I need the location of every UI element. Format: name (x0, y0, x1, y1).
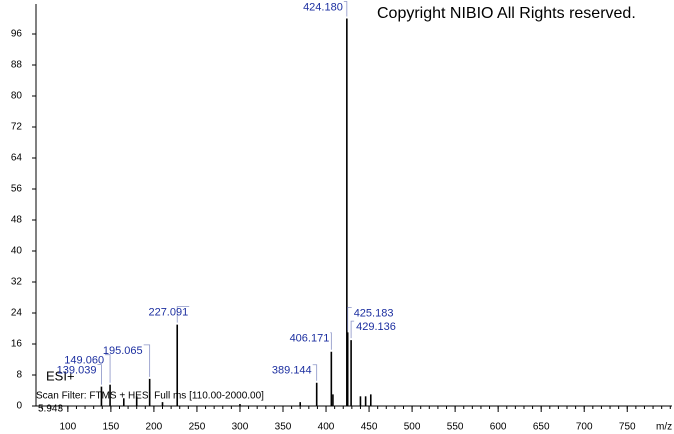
label-bracket (312, 364, 318, 381)
x-tick-label: 100 (59, 422, 76, 433)
x-tick-label: 500 (404, 422, 421, 433)
label-bracket (97, 364, 102, 385)
label-bracket (105, 354, 111, 383)
x-tick-label: 200 (146, 422, 163, 433)
y-tick-label: 48 (11, 215, 23, 226)
intensity-note: 5.943 (38, 404, 63, 415)
y-tick-label: 64 (11, 153, 23, 164)
label-bracket (347, 306, 352, 331)
y-tick-label: 24 (11, 308, 23, 319)
peak-label: 195.065 (103, 345, 143, 357)
y-tick-label: 16 (11, 339, 23, 350)
y-tick-label: 8 (16, 370, 22, 381)
y-tick-label: 0 (16, 401, 22, 412)
label-bracket (343, 1, 348, 17)
x-tick-label: 150 (103, 422, 120, 433)
peak-label: 149.060 (64, 355, 104, 367)
copyright: Copyright NIBIO All Rights reserved. (377, 5, 636, 22)
y-tick-label: 96 (11, 29, 23, 40)
x-tick-label: 650 (533, 422, 550, 433)
x-tick-label: 750 (619, 422, 636, 433)
peak-label: 424.180 (303, 1, 343, 13)
x-tick-label: 550 (447, 422, 464, 433)
annotation: ESI+ (46, 368, 75, 383)
label-bracket (176, 306, 190, 323)
y-tick-label: 56 (11, 184, 23, 195)
x-axis-label: m/z (656, 422, 672, 433)
label-bracket (350, 320, 355, 339)
peak-label: 227.091 (148, 307, 188, 319)
label-bracket (330, 332, 332, 350)
peak-label: 139.039 (57, 365, 97, 377)
peak-label: 425.183 (354, 307, 394, 319)
x-tick-label: 450 (361, 422, 378, 433)
y-tick-label: 88 (11, 60, 23, 71)
peak-label: 406.171 (290, 333, 330, 345)
x-tick-label: 600 (490, 422, 507, 433)
peak-label: 429.136 (356, 321, 396, 333)
x-tick-label: 250 (189, 422, 206, 433)
peak-label: 389.144 (272, 365, 312, 377)
label-bracket (143, 344, 151, 377)
x-tick-label: 300 (232, 422, 249, 433)
x-tick-label: 400 (318, 422, 335, 433)
y-tick-label: 40 (11, 246, 23, 257)
y-tick-label: 32 (11, 277, 23, 288)
x-tick-label: 350 (275, 422, 292, 433)
y-tick-label: 80 (11, 91, 23, 102)
x-tick-label: 700 (576, 422, 593, 433)
y-tick-label: 72 (11, 122, 23, 133)
